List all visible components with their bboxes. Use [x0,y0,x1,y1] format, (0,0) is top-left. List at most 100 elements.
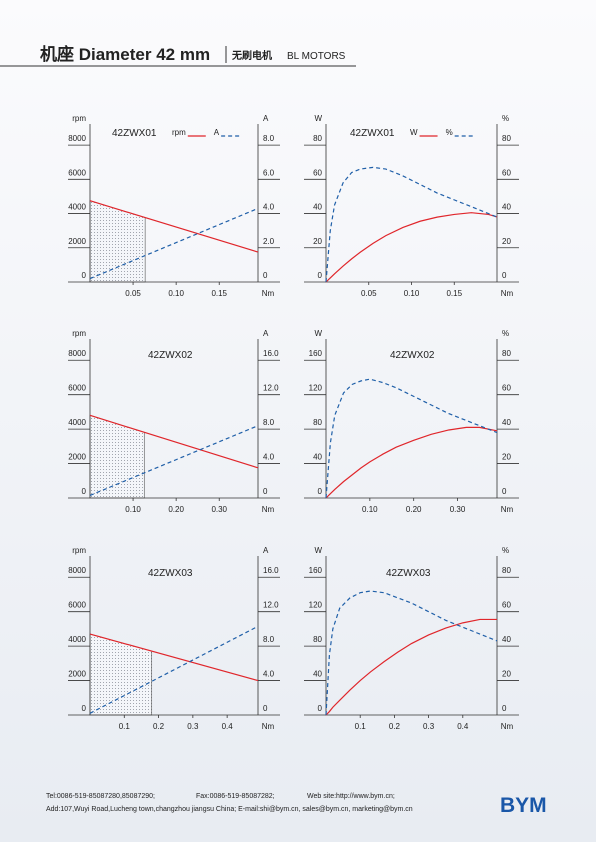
y2-tick-label: 8.0 [263,134,275,143]
legend-label: % [446,128,453,137]
y-tick-label: 2000 [68,453,86,462]
y-tick-label: 80 [313,418,322,427]
y-tick-label: 2000 [68,237,86,246]
series-line [89,633,259,682]
x-tick-label: 0.3 [187,722,199,731]
x-tick-label: 0.10 [404,289,420,298]
y-tick-label: 4000 [68,203,86,212]
y2-tick-label: 0 [502,704,507,713]
y2-tick-label: 40 [502,418,511,427]
y-tick-label: 0 [318,271,323,280]
header-title: 机座 Diameter 42 mm [40,44,210,64]
y2-tick-label: 60 [502,168,511,177]
chart-title: 42ZWX01 [112,128,157,139]
x-tick-label: 0.05 [125,289,141,298]
y-tick-label: 160 [309,349,323,358]
y-axis-label: rpm [72,329,86,338]
x-tick-label: 0.15 [446,289,462,298]
y-tick-label: 40 [313,670,322,679]
y2-tick-label: 0 [263,271,268,280]
x-tick-label: 0.20 [168,505,184,514]
x-tick-label: 0.05 [361,289,377,298]
chart-title: 42ZWX02 [148,350,193,361]
y-tick-label: 40 [313,203,322,212]
x-tick-label: 0.30 [450,505,466,514]
y2-tick-label: 40 [502,635,511,644]
y-tick-label: 0 [318,487,323,496]
y2-tick-label: 20 [502,237,511,246]
y-tick-label: 160 [309,566,323,575]
footer-tel: Tel:0086-519-85087280,85087290; [46,793,155,800]
x-tick-label: 0.20 [406,505,422,514]
y-tick-label: 0 [82,704,87,713]
x-tick-label: 0.10 [362,505,378,514]
chart-title: 42ZWX03 [386,568,431,579]
series-line [89,207,259,280]
x-tick-label: 0.1 [355,722,367,731]
shaded-region [89,200,146,283]
header-subtitle-cn: 无刷电机 [231,49,272,62]
header-subtitle-en: BL MOTORS [287,51,346,62]
legend-label: rpm [172,128,186,137]
legend-label: A [214,128,220,137]
axis-frame [325,339,498,499]
series-line [325,378,498,499]
y2-tick-label: 80 [502,566,511,575]
y-tick-label: 120 [309,601,323,610]
x-axis-label: Nm [262,505,275,514]
x-tick-label: 0.1 [119,722,131,731]
series-line [325,618,497,716]
x-axis-label: Nm [501,505,514,514]
y-tick-label: 4000 [68,418,86,427]
y2-tick-label: 4.0 [263,203,275,212]
y-tick-label: 20 [313,237,322,246]
y2-tick-label: 0 [502,271,507,280]
y-tick-label: 8000 [68,566,86,575]
y-tick-label: 6000 [68,168,86,177]
chart-title: 42ZWX01 [350,128,395,139]
y-tick-label: 8000 [68,134,86,143]
series-line [325,590,498,716]
footer-address: Add:107,Wuyi Road,Lucheng town,changzhou… [46,806,413,813]
chart-title: 42ZWX03 [148,568,193,579]
y-tick-label: 6000 [68,384,86,393]
chart-title: 42ZWX02 [390,350,435,361]
y2-tick-label: 40 [502,203,511,212]
y2-tick-label: 0 [263,704,268,713]
y-tick-label: 4000 [68,635,86,644]
series-line [89,200,259,253]
y2-tick-label: 6.0 [263,168,275,177]
x-axis-label: Nm [501,722,514,731]
y2-tick-label: 20 [502,453,511,462]
series-line [89,625,259,714]
x-tick-label: 0.3 [423,722,435,731]
shaded-region [89,633,153,716]
x-axis-label: Nm [262,289,275,298]
shaded-region [89,414,145,499]
series-line [89,425,259,496]
axis-frame [325,556,498,716]
x-tick-label: 0.4 [222,722,234,731]
x-axis-label: Nm [501,289,514,298]
x-tick-label: 0.4 [457,722,469,731]
x-tick-label: 0.2 [153,722,165,731]
series-line [325,166,498,283]
y-tick-label: 80 [313,134,322,143]
y2-tick-label: 80 [502,349,511,358]
y-tick-label: 80 [313,635,322,644]
y2-axis-label: A [263,546,269,555]
y2-tick-label: 12.0 [263,601,279,610]
y-tick-label: 2000 [68,670,86,679]
series-line [89,414,259,469]
y2-tick-label: 8.0 [263,635,275,644]
y2-tick-label: 12.0 [263,384,279,393]
y2-tick-label: 2.0 [263,237,275,246]
x-tick-label: 0.10 [125,505,141,514]
y2-tick-label: 16.0 [263,349,279,358]
legend-label: W [410,128,418,137]
x-tick-label: 0.10 [168,289,184,298]
x-tick-label: 0.15 [211,289,227,298]
y2-tick-label: 0 [502,487,507,496]
y2-axis-label: % [502,329,509,338]
